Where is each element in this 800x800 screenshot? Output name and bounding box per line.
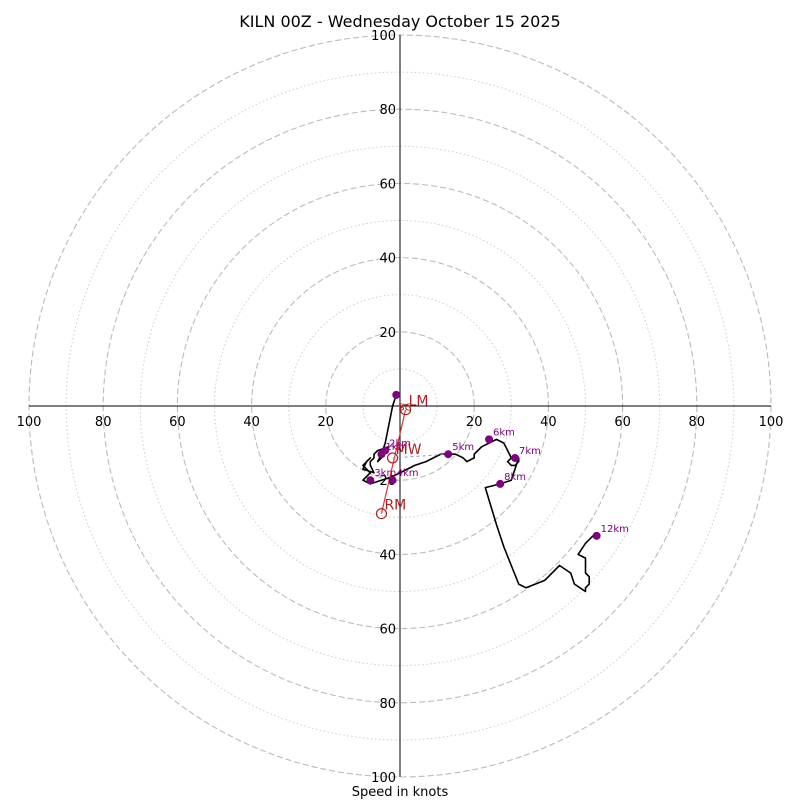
y-tick-label: 100 bbox=[371, 29, 396, 44]
height-marker-label: 4km bbox=[397, 468, 419, 479]
height-marker-label: 3km bbox=[374, 468, 396, 479]
y-tick-label: 40 bbox=[379, 252, 396, 267]
height-marker-label: 1km bbox=[385, 442, 407, 453]
hodograph-trace bbox=[362, 394, 597, 593]
storm-motion-marker bbox=[386, 452, 399, 464]
x-tick-label: 60 bbox=[614, 415, 631, 430]
storm-motion-label: MW bbox=[396, 442, 422, 458]
x-tick-label: 20 bbox=[466, 415, 483, 430]
x-tick-label: 100 bbox=[17, 415, 42, 430]
height-marker bbox=[592, 531, 601, 540]
storm-motion-marker bbox=[375, 507, 388, 520]
storm-motion-label: SC bbox=[398, 403, 411, 414]
y-tick-label: 80 bbox=[379, 103, 396, 118]
x-tick-label: 80 bbox=[689, 415, 706, 430]
y-tick-label: 40 bbox=[379, 548, 396, 563]
height-marker-label: 5km bbox=[452, 442, 474, 453]
y-tick-label: 80 bbox=[379, 697, 396, 712]
x-axis-label: Speed in knots bbox=[352, 785, 449, 800]
height-marker bbox=[444, 450, 453, 459]
axes bbox=[29, 35, 771, 777]
x-tick-label: 60 bbox=[169, 415, 186, 430]
height-marker bbox=[485, 435, 494, 444]
chart-title: KILN 00Z - Wednesday October 15 2025 bbox=[239, 12, 560, 31]
height-marker bbox=[392, 390, 401, 399]
y-tick-label: 60 bbox=[379, 623, 396, 638]
x-tick-label: 100 bbox=[759, 415, 784, 430]
height-marker-label: 12km bbox=[601, 524, 629, 535]
x-tick-label: 40 bbox=[540, 415, 557, 430]
y-tick-label: 100 bbox=[371, 771, 396, 786]
y-tick-label: 60 bbox=[379, 177, 396, 192]
height-marker bbox=[511, 453, 520, 462]
x-tick-label: 40 bbox=[243, 415, 260, 430]
height-marker-label: 8km bbox=[504, 472, 526, 483]
storm-motion-label: RM bbox=[384, 498, 406, 514]
height-marker-label: 6km bbox=[493, 427, 515, 438]
tick-labels: 100 100 100 100 80 80 80 80 60 60 60 60 40 40 40 40 20 20… bbox=[17, 29, 784, 786]
x-tick-label: 20 bbox=[318, 415, 335, 430]
chart-labels: KILN 00Z - Wednesday October 15 2025 Spe… bbox=[239, 12, 560, 800]
height-marker bbox=[381, 446, 390, 455]
height-marker-label: 7km bbox=[519, 446, 541, 457]
height-marker-label: 2km bbox=[389, 439, 411, 450]
bunkers-line bbox=[380, 409, 407, 514]
height-marker bbox=[366, 476, 375, 485]
storm-motion-marker bbox=[399, 404, 412, 416]
y-tick-label: 20 bbox=[379, 326, 396, 341]
storm-motion-label: LM bbox=[409, 394, 429, 410]
height-marker bbox=[496, 479, 505, 488]
x-tick-label: 80 bbox=[95, 415, 112, 430]
height-marker bbox=[388, 476, 397, 485]
